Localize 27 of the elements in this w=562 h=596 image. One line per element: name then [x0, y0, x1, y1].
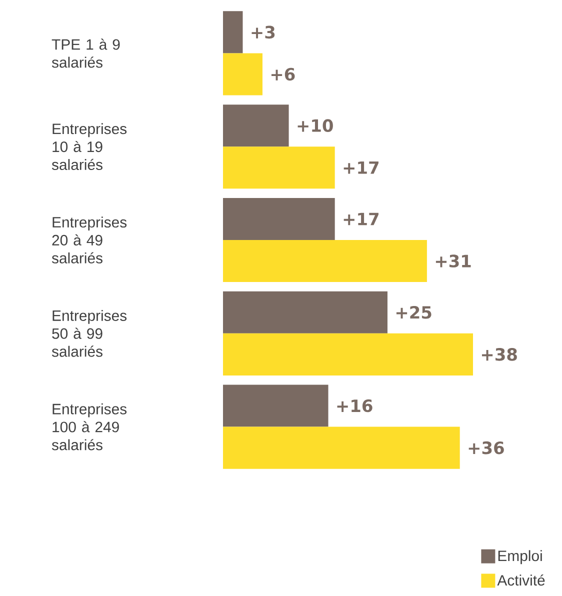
data-label: +25: [396, 306, 432, 319]
legend-label: Activité: [497, 574, 545, 586]
data-label: +38: [482, 348, 517, 361]
bar: [223, 333, 473, 376]
data-label: +10: [298, 119, 333, 132]
bar: [223, 198, 335, 240]
bar: [223, 291, 388, 334]
data-label: +6: [271, 68, 295, 81]
y-tick-label: Entreprises 10 à 19 salariés: [52, 123, 127, 170]
data-label: +16: [337, 399, 372, 412]
bar: [223, 426, 460, 469]
legend-label: Emploi: [498, 550, 542, 564]
data-label: +17: [344, 212, 378, 226]
bar: [223, 53, 262, 96]
data-label: +17: [344, 161, 378, 174]
data-label: +36: [468, 441, 504, 454]
y-tick-label: Entreprises 100 à 249 salariés: [52, 403, 127, 450]
bar: [223, 240, 427, 282]
data-label: +3: [252, 26, 275, 39]
bar: [223, 146, 335, 189]
data-label: +31: [436, 254, 471, 268]
bar: [223, 104, 289, 147]
y-tick-label: TPE 1 à 9 salariés: [52, 38, 120, 68]
y-tick-label: Entreprises 20 à 49 salariés: [52, 216, 127, 264]
y-tick-label: Entreprises 50 à 99 salariés: [52, 310, 127, 357]
bar: [223, 11, 243, 54]
bar: [223, 384, 328, 427]
